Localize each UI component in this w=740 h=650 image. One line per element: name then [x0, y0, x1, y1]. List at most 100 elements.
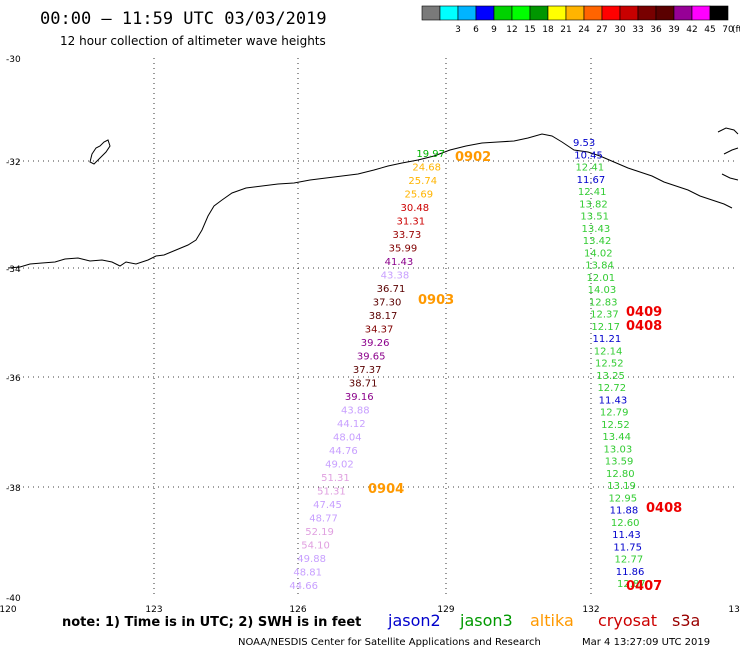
color-swatch: [565, 5, 585, 21]
color-swatch: [709, 5, 729, 21]
jason-swh-reading: 13.59: [605, 457, 634, 468]
color-swatch: [547, 5, 567, 21]
altika-swh-reading: 52.19: [305, 527, 334, 538]
color-scale-tick: 27: [596, 25, 607, 35]
jason-swh-reading: 13.51: [580, 212, 609, 223]
altika-swh-reading: 25.69: [404, 190, 433, 201]
jason-swh-reading: 12.80: [606, 469, 635, 480]
pass-time-label: 0408: [646, 501, 682, 516]
jason-swh-reading: 12.83: [589, 297, 618, 308]
latitude-tick-label: -40: [6, 594, 21, 604]
altika-swh-reading: 48.77: [309, 514, 338, 525]
altika-swh-reading: 33.73: [393, 230, 422, 241]
jason-swh-reading: 11.88: [610, 506, 639, 517]
color-scale-tick: 9: [491, 25, 497, 35]
pass-time-label: 0904: [368, 482, 404, 497]
australia-coastline: [7, 133, 733, 269]
color-swatch: [619, 5, 639, 21]
color-scale-tick: 30: [614, 25, 626, 35]
altika-swh-reading: 48.04: [333, 433, 362, 444]
color-swatch: [583, 5, 603, 21]
longitude-tick-label: 126: [289, 605, 306, 615]
jason-swh-reading: 12.52: [601, 420, 630, 431]
altika-swh-reading: 34.37: [365, 325, 394, 336]
satellite-legend: jason2 jason3 altika cryosat s3a: [387, 611, 700, 630]
map-subtitle: 12 hour collection of altimeter wave hei…: [60, 34, 326, 48]
jason-swh-reading: 12.95: [608, 493, 637, 504]
jason-swh-reading: 9.53: [573, 138, 595, 149]
altika-swh-reading: 51.31: [321, 473, 350, 484]
color-swatch: [691, 5, 711, 21]
longitude-tick-label: 135: [728, 605, 740, 615]
jason-swh-reading: 11.21: [593, 334, 622, 345]
color-swatch: [529, 5, 549, 21]
altika-swh-reading: 48.81: [293, 568, 322, 579]
jason-swh-reading: 11.75: [613, 542, 642, 553]
satellite-legend-jason2: jason2: [387, 611, 441, 630]
color-scale-tick: 12: [506, 25, 517, 35]
altika-swh-reading: 39.26: [361, 338, 390, 349]
altika-swh-reading: 43.38: [381, 271, 410, 282]
jason-swh-reading: 12.41: [578, 187, 607, 198]
color-scale-tick: 15: [524, 25, 535, 35]
jason-swh-reading: 14.02: [584, 248, 613, 259]
color-swatch: [475, 5, 495, 21]
altika-swh-reading: 39.65: [357, 352, 386, 363]
jason-swh-reading: 12.37: [590, 310, 619, 321]
jason-swh-reading: 12.17: [591, 322, 620, 333]
color-swatch: [673, 5, 693, 21]
color-scale-tick: 6: [473, 25, 479, 35]
jason-swh-reading: 13.25: [596, 371, 625, 382]
jason-swh-reading: 13.82: [579, 199, 608, 210]
color-scale-tick: 18: [542, 25, 554, 35]
altika-swh-reading: 24.68: [412, 163, 441, 174]
altika-swh-reading: 47.45: [313, 500, 342, 511]
latitude-tick-label: -34: [6, 265, 21, 275]
color-scale-unit: (ft): [732, 25, 740, 35]
pass-time-label: 0407: [626, 579, 662, 594]
altika-swh-reading: 35.99: [389, 244, 418, 255]
color-swatch: [421, 5, 441, 21]
latitude-tick-label: -36: [6, 374, 21, 384]
footer-note: note: 1) Time is in UTC; 2) SWH is in fe…: [62, 615, 361, 630]
pass-time-label: 0903: [418, 293, 454, 308]
latitude-tick-label: -38: [6, 484, 21, 494]
jason-swh-reading: 12.79: [600, 408, 629, 419]
jason-swh-reading: 12.52: [595, 359, 624, 370]
jason-swh-reading: 11.43: [599, 395, 628, 406]
satellite-legend-jason3: jason3: [459, 611, 513, 630]
color-scale-tick: 33: [632, 25, 643, 35]
jason-swh-reading: 14.03: [588, 285, 617, 296]
altika-swh-reading: 37.37: [353, 365, 382, 376]
jason-swh-reading: 12.77: [615, 555, 644, 566]
altika-swh-reading: 31.31: [397, 217, 426, 228]
altika-swh-reading: 49.02: [325, 460, 354, 471]
island-outline-east-2: [723, 147, 739, 155]
altika-swh-reading: 44.76: [329, 446, 358, 457]
jason-swh-reading: 12.14: [594, 346, 623, 357]
altika-swh-reading: 44.66: [289, 581, 318, 592]
altika-swh-reading: 39.16: [345, 392, 374, 403]
color-swatch: [457, 5, 477, 21]
jason-swh-reading: 11.86: [616, 567, 645, 578]
color-swatch: [493, 5, 513, 21]
jason-swh-reading: 13.42: [583, 236, 612, 247]
jason-swh-reading: 13.19: [607, 481, 636, 492]
jason-swh-reading: 12.01: [586, 273, 615, 284]
altika-swh-reading: 49.88: [297, 554, 326, 565]
jason-swh-reading: 12.41: [575, 163, 604, 174]
altika-swh-reading: 19.97: [416, 149, 445, 160]
color-swatch: [637, 5, 657, 21]
color-scale-tick: 3: [455, 25, 461, 35]
latitude-tick-label: -30: [6, 55, 21, 65]
jason-swh-reading: 13.84: [585, 261, 614, 272]
altika-swh-reading: 38.17: [369, 311, 398, 322]
altika-swh-reading: 43.88: [341, 406, 370, 417]
altika-swh-reading: 51.31: [317, 487, 346, 498]
island-outline-east: [717, 127, 739, 135]
color-swatch: [655, 5, 675, 21]
altika-swh-reading: 30.48: [400, 203, 429, 214]
jason-swh-reading: 13.44: [602, 432, 631, 443]
